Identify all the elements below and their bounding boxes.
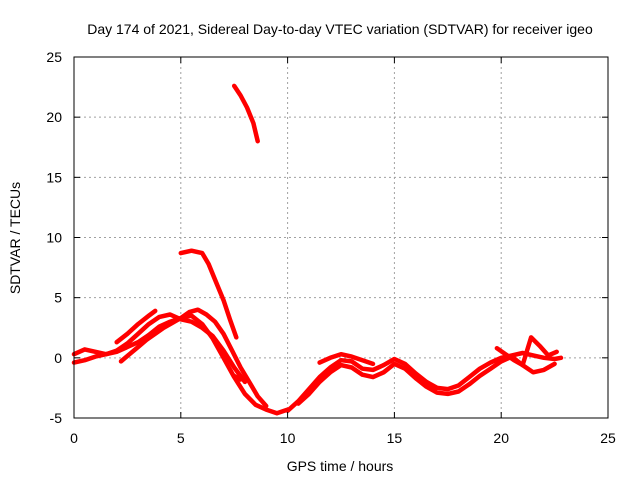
y-tick-label: 0 — [54, 350, 62, 366]
series-track-8 — [285, 350, 564, 414]
x-axis-label: GPS time / hours — [287, 458, 394, 474]
y-tick-label: 10 — [46, 230, 62, 246]
series-track-3 — [118, 307, 269, 409]
series-track-7 — [231, 373, 243, 382]
y-tick-label: 25 — [46, 49, 62, 65]
x-tick-label: 20 — [493, 430, 509, 446]
x-tick-label: 15 — [387, 430, 403, 446]
y-tick-label: -5 — [50, 410, 63, 426]
y-tick-label: 5 — [54, 290, 62, 306]
series-track-5 — [178, 248, 239, 340]
series-track-2 — [71, 312, 248, 385]
y-tick-label: 20 — [46, 109, 62, 125]
x-tick-label: 25 — [600, 430, 616, 446]
series-track-10 — [317, 351, 376, 367]
data-series — [71, 83, 564, 416]
series-track-6 — [231, 83, 260, 144]
x-tick-label: 0 — [70, 430, 78, 446]
grid — [74, 57, 608, 418]
y-tick-label: 15 — [46, 169, 62, 185]
series-track-11 — [494, 335, 559, 368]
y-axis-label: SDTVAR / TECUs — [7, 182, 23, 294]
axis-ticks: 0 5 10 15 20 25 -5 0 5 10 15 20 25 — [46, 49, 616, 446]
x-tick-label: 5 — [177, 430, 185, 446]
x-tick-label: 10 — [280, 430, 296, 446]
chart-title: Day 174 of 2021, Sidereal Day-to-day VTE… — [87, 21, 593, 37]
series-track-4 — [114, 308, 158, 345]
